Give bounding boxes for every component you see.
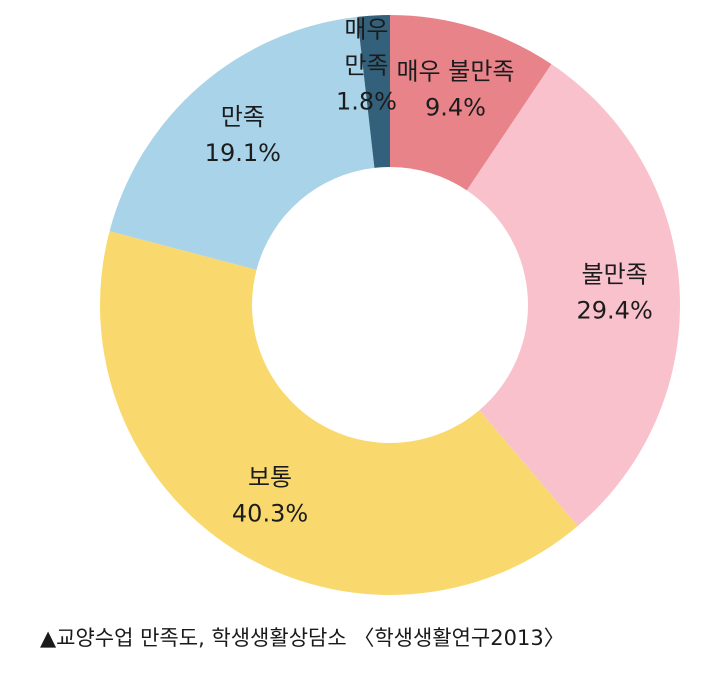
slice-value-3: 19.1%: [205, 139, 281, 167]
slice-label-0-0: 매우 불만족: [396, 58, 514, 86]
slice-4: [357, 15, 390, 168]
slice-label-2-0: 보통: [248, 463, 292, 491]
slice-3: [109, 16, 375, 270]
slice-value-1: 29.4%: [577, 296, 653, 324]
slice-1: [466, 64, 681, 527]
slice-label-4-0: 매우: [344, 15, 388, 43]
slice-label-4-1: 만족: [344, 51, 388, 79]
slice-value-0: 9.4%: [425, 94, 486, 122]
slice-label-3-0: 만족: [221, 103, 265, 131]
slice-label-1-0: 불만족: [582, 260, 648, 288]
slice-0: [390, 15, 552, 191]
slice-2: [99, 231, 578, 595]
chart-caption: ▲교양수업 만족도, 학생생활상담소 〈학생생활연구2013〉: [40, 626, 565, 650]
slice-value-2: 40.3%: [232, 499, 308, 527]
slice-value-4: 1.8%: [336, 87, 397, 115]
